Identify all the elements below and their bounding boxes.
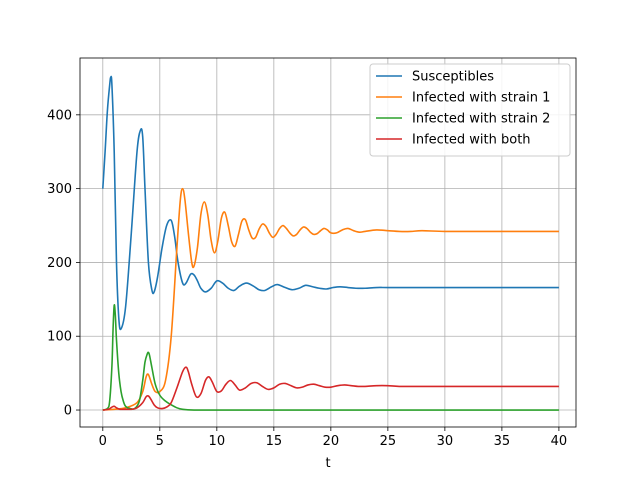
series-layer <box>102 75 559 411</box>
y-tick-label: 0 <box>64 404 72 419</box>
y-axis: 0 100 200 300 400 <box>47 108 80 419</box>
y-tick-label: 100 <box>47 330 72 345</box>
series-line-infected-with-strain-2 <box>102 304 559 411</box>
series-line-infected-with-strain-1 <box>102 187 559 411</box>
x-tick-label: 15 <box>266 434 283 449</box>
y-tick-label: 400 <box>47 108 72 123</box>
x-tick-label: 5 <box>156 434 164 449</box>
x-tick-label: 35 <box>494 434 511 449</box>
series-line-infected-with-both <box>102 366 559 411</box>
y-tick-label: 300 <box>47 182 72 197</box>
x-axis: 0 5 10 15 20 25 30 35 40 <box>99 427 568 449</box>
legend-label: Infected with strain 1 <box>412 91 550 106</box>
y-tick-label: 200 <box>47 256 72 271</box>
x-tick-label: 10 <box>209 434 226 449</box>
x-tick-label: 20 <box>323 434 340 449</box>
legend-box <box>369 63 571 157</box>
legend-label: Infected with strain 2 <box>412 112 550 127</box>
series-line-susceptibles <box>102 75 559 331</box>
legend: Susceptibles Infected with strain 1 Infect… <box>369 63 571 157</box>
x-tick-label: 40 <box>551 434 568 449</box>
x-tick-label: 25 <box>380 434 397 449</box>
plot-frame <box>79 57 577 428</box>
legend-label: Infected with both <box>412 133 531 148</box>
x-tick-label: 30 <box>437 434 454 449</box>
x-axis-label: t <box>325 456 330 471</box>
x-tick-label: 0 <box>99 434 107 449</box>
legend-label: Susceptibles <box>412 70 494 85</box>
